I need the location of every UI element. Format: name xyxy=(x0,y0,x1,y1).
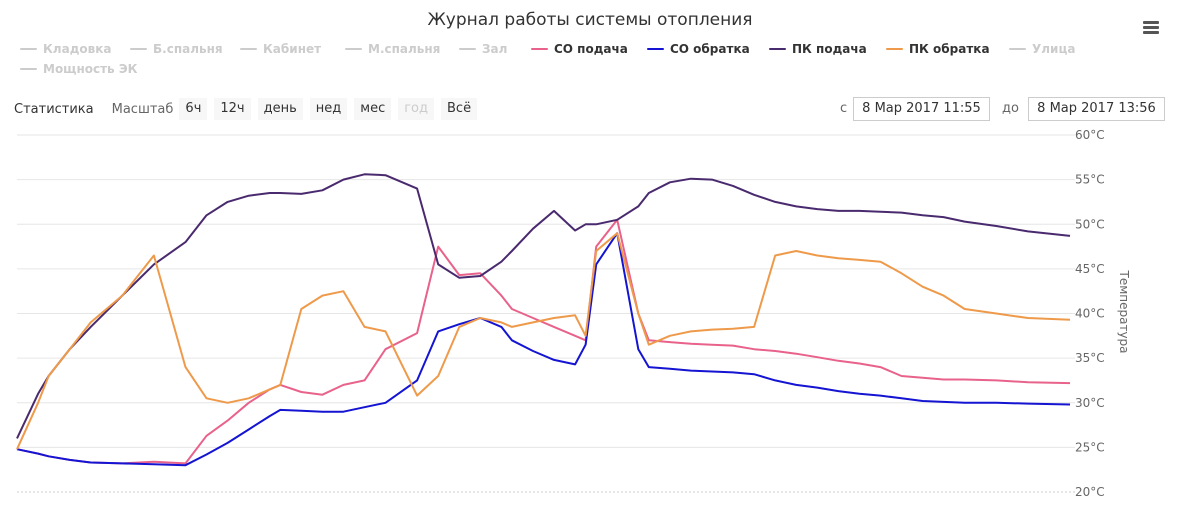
legend-item-moshchnost-ek[interactable]: Мощность ЭК xyxy=(20,62,160,76)
legend-label: СО обратка xyxy=(670,42,750,56)
legend-item-pk-obratka[interactable]: ПК обратка xyxy=(886,42,1009,56)
hamburger-menu-icon[interactable] xyxy=(1138,14,1164,40)
y-axis-ticks: 20°C 25°C 30°C 35°C 40°C 45°C 50°C 55°C 60°C xyxy=(1075,128,1105,499)
y-axis-title: Температура xyxy=(1117,269,1131,353)
legend-line xyxy=(20,48,37,50)
y-tick-label: 35°C xyxy=(1075,351,1105,365)
series-line[interactable] xyxy=(16,218,1071,465)
legend-line xyxy=(345,48,362,50)
legend-row: Мощность ЭК xyxy=(20,59,1120,79)
to-label: до xyxy=(1002,101,1019,116)
series-line[interactable] xyxy=(16,232,1071,467)
range-selector: Статистика Масштаб 6ч 12ч день нед мес г… xyxy=(14,98,484,120)
legend-line xyxy=(1009,48,1026,50)
legend-item-m-spalnya[interactable]: М.спальня xyxy=(345,42,459,56)
menu-bar xyxy=(1143,26,1159,29)
y-tick-label: 30°C xyxy=(1075,396,1105,410)
y-tick-label: 25°C xyxy=(1075,440,1105,454)
legend-label: ПК подача xyxy=(792,42,867,56)
menu-bar xyxy=(1143,21,1159,24)
legend-label: Улица xyxy=(1032,42,1076,56)
chart-title: Журнал работы системы отопления xyxy=(427,10,753,30)
range-button-year: год xyxy=(398,98,434,120)
series-line[interactable] xyxy=(16,173,1071,439)
from-label: с xyxy=(840,101,848,116)
y-tick-label: 45°C xyxy=(1075,262,1105,276)
legend-item-kladovka[interactable]: Кладовка xyxy=(20,42,130,56)
legend-item-kabinet[interactable]: Кабинет xyxy=(240,42,345,56)
chart-legend: Кладовка Б.спальня Кабинет М.спальня Зал… xyxy=(20,39,1120,79)
legend-label: Кабинет xyxy=(263,42,322,56)
legend-item-pk-podacha[interactable]: ПК подача xyxy=(769,42,886,56)
menu-bar xyxy=(1143,31,1159,34)
legend-label: Зал xyxy=(482,42,508,56)
range-button-6h[interactable]: 6ч xyxy=(179,98,208,120)
legend-row: Кладовка Б.спальня Кабинет М.спальня Зал… xyxy=(20,39,1120,59)
legend-item-b-spalnya[interactable]: Б.спальня xyxy=(130,42,240,56)
legend-line xyxy=(531,48,548,50)
range-button-month[interactable]: мес xyxy=(354,98,392,120)
y-tick-label: 40°C xyxy=(1075,307,1105,321)
y-tick-label: 60°C xyxy=(1075,128,1105,142)
range-button-day[interactable]: день xyxy=(257,98,303,120)
y-tick-label: 55°C xyxy=(1075,173,1105,187)
legend-line xyxy=(647,48,664,50)
legend-line xyxy=(886,48,903,50)
series-lines xyxy=(16,173,1071,467)
legend-item-so-podacha[interactable]: СО подача xyxy=(531,42,647,56)
legend-label: М.спальня xyxy=(368,42,441,56)
statistics-label: Статистика xyxy=(14,101,94,117)
zoom-label: Масштаб xyxy=(111,101,174,117)
range-button-12h[interactable]: 12ч xyxy=(214,98,251,120)
legend-line xyxy=(130,48,147,50)
legend-line xyxy=(769,48,786,50)
legend-label: ПК обратка xyxy=(909,42,990,56)
from-date-input[interactable]: 8 Мар 2017 11:55 xyxy=(853,97,990,121)
legend-label: Мощность ЭК xyxy=(43,62,138,76)
legend-item-zal[interactable]: Зал xyxy=(459,42,531,56)
grid-lines xyxy=(17,134,1075,493)
legend-label: Кладовка xyxy=(43,42,112,56)
legend-item-so-obratka[interactable]: СО обратка xyxy=(647,42,769,56)
legend-label: СО подача xyxy=(554,42,628,56)
series-line[interactable] xyxy=(16,232,1071,450)
to-date-input[interactable]: 8 Мар 2017 13:56 xyxy=(1028,97,1165,121)
legend-line xyxy=(240,48,257,50)
legend-line xyxy=(459,48,476,50)
y-tick-label: 50°C xyxy=(1075,217,1105,231)
legend-item-ulitsa[interactable]: Улица xyxy=(1009,42,1099,56)
range-button-week[interactable]: нед xyxy=(309,98,348,120)
y-tick-label: 20°C xyxy=(1075,485,1105,499)
range-button-all[interactable]: Всё xyxy=(441,98,478,120)
legend-line xyxy=(20,68,37,70)
legend-label: Б.спальня xyxy=(153,42,223,56)
